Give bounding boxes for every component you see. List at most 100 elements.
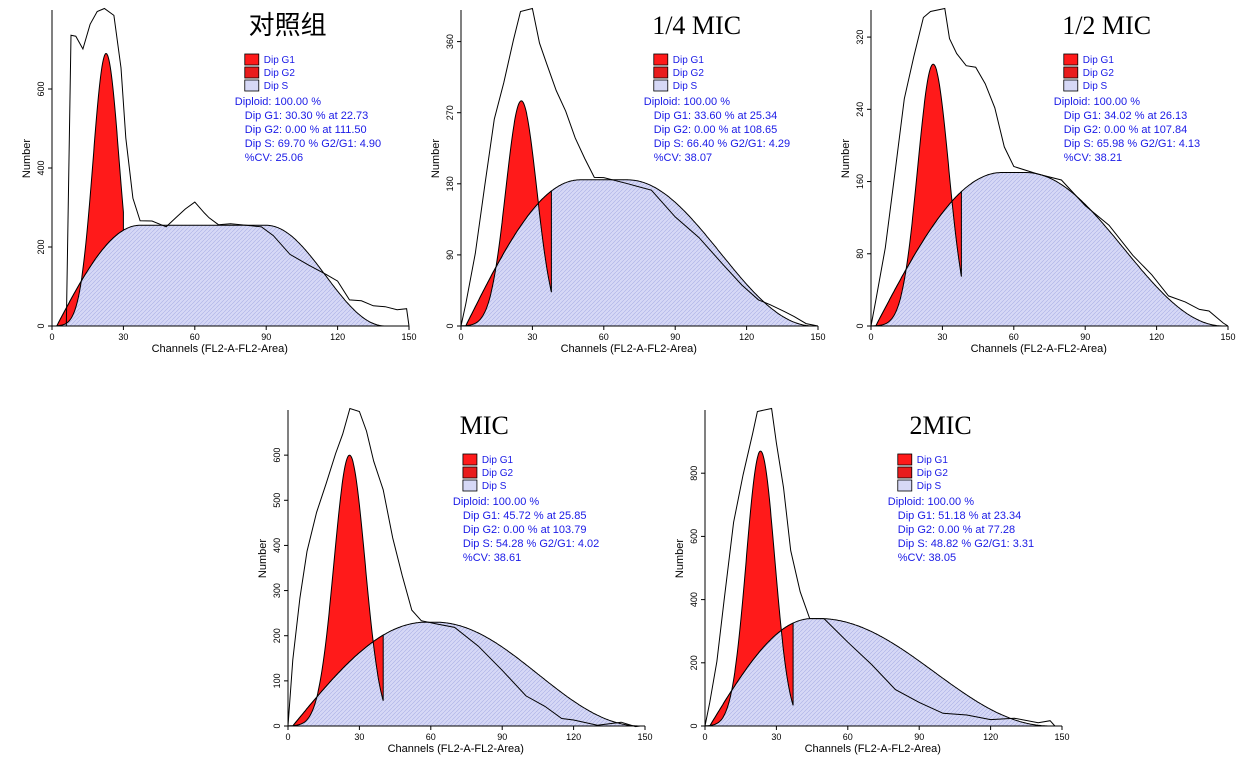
- legend-label: Dip G2: [917, 468, 949, 479]
- x-tick-label: 120: [330, 332, 345, 342]
- stat-line: %CV: 25.06: [245, 152, 303, 164]
- x-axis-label: Channels (FL2-A-FL2-Area): [388, 743, 524, 755]
- y-tick-label: 800: [689, 466, 699, 481]
- x-tick-label: 0: [702, 732, 707, 742]
- y-tick-label: 0: [689, 723, 699, 728]
- x-tick-label: 60: [599, 332, 609, 342]
- stat-line: Dip S: 69.70 % G2/G1: 4.90: [245, 138, 381, 150]
- y-tick-label: 80: [855, 249, 865, 259]
- y-tick-label: 300: [272, 583, 282, 598]
- stat-line: Dip G1: 33.60 % at 25.34: [654, 110, 778, 122]
- y-tick-label: 160: [855, 174, 865, 189]
- x-tick-label: 0: [49, 332, 54, 342]
- legend-label: Dip G2: [673, 68, 705, 79]
- y-tick-label: 320: [855, 30, 865, 45]
- x-tick-label: 90: [497, 732, 507, 742]
- stat-line: Diploid: 100.00 %: [453, 496, 539, 508]
- panel-title: 1/4 MIC: [652, 11, 741, 40]
- y-axis-label: Number: [430, 139, 442, 178]
- panel-title: 对照组: [249, 11, 327, 40]
- histogram-envelope: [287, 407, 641, 728]
- x-tick-label: 150: [1054, 732, 1069, 742]
- y-tick-label: 180: [445, 176, 455, 191]
- stat-line: Dip G2: 0.00 % at 77.28: [898, 524, 1015, 536]
- y-tick-label: 360: [445, 34, 455, 49]
- histogram-envelope: [870, 7, 1229, 327]
- x-tick-label: 120: [566, 732, 581, 742]
- x-tick-label: 90: [914, 732, 924, 742]
- x-tick-label: 0: [868, 332, 873, 342]
- x-axis-label: Channels (FL2-A-FL2-Area): [561, 343, 697, 355]
- stat-line: Diploid: 100.00 %: [235, 96, 321, 108]
- legend-swatch: [897, 479, 913, 492]
- x-tick-label: 30: [118, 332, 128, 342]
- legend-label: Dip G1: [1083, 55, 1115, 66]
- legend-swatch: [1063, 79, 1079, 92]
- y-tick-label: 600: [272, 448, 282, 463]
- x-tick-label: 30: [937, 332, 947, 342]
- dip-g1-area: [56, 52, 124, 327]
- y-axis-label: Number: [21, 139, 33, 178]
- legend-label: Dip G1: [917, 455, 949, 466]
- legend-label: Dip S: [1083, 81, 1108, 92]
- legend-label: Dip S: [673, 81, 698, 92]
- x-tick-label: 30: [527, 332, 537, 342]
- x-tick-label: 120: [739, 332, 754, 342]
- legend-label: Dip G2: [1083, 68, 1115, 79]
- stat-line: %CV: 38.05: [898, 552, 956, 564]
- legend-label: Dip S: [917, 481, 942, 492]
- legend-swatch: [244, 66, 260, 79]
- stat-line: Dip S: 48.82 % G2/G1: 3.31: [898, 538, 1034, 550]
- legend-swatch: [653, 66, 669, 79]
- stat-line: Dip S: 54.28 % G2/G1: 4.02: [463, 538, 599, 550]
- stat-line: Dip G1: 30.30 % at 22.73: [245, 110, 369, 122]
- stat-line: %CV: 38.61: [463, 552, 521, 564]
- legend-swatch: [897, 466, 913, 479]
- x-tick-label: 60: [190, 332, 200, 342]
- panel-title: 1/2 MIC: [1062, 11, 1151, 40]
- stat-line: Dip G1: 45.72 % at 25.85: [463, 510, 587, 522]
- x-tick-label: 90: [261, 332, 271, 342]
- x-tick-label: 150: [637, 732, 652, 742]
- y-tick-label: 90: [445, 250, 455, 260]
- x-tick-label: 60: [426, 732, 436, 742]
- x-tick-label: 60: [843, 732, 853, 742]
- legend-swatch: [897, 453, 913, 466]
- stat-line: Dip G2: 0.00 % at 108.65: [654, 124, 778, 136]
- legend-label: Dip G1: [482, 455, 514, 466]
- x-tick-label: 120: [1149, 332, 1164, 342]
- x-tick-label: 60: [1009, 332, 1019, 342]
- y-tick-label: 0: [36, 323, 46, 328]
- x-tick-label: 150: [1220, 332, 1235, 342]
- stat-line: Dip G1: 34.02 % at 26.13: [1064, 110, 1188, 122]
- histogram-envelope: [704, 407, 1056, 727]
- y-tick-label: 100: [272, 673, 282, 688]
- y-tick-label: 600: [689, 529, 699, 544]
- x-tick-label: 90: [1080, 332, 1090, 342]
- y-tick-label: 0: [855, 323, 865, 328]
- y-tick-label: 200: [36, 239, 46, 254]
- stat-line: Dip G2: 0.00 % at 111.50: [245, 124, 367, 136]
- stat-line: Dip S: 66.40 % G2/G1: 4.29: [654, 138, 790, 150]
- y-tick-label: 0: [445, 323, 455, 328]
- legend-label: Dip S: [264, 81, 289, 92]
- panel-title: MIC: [460, 411, 509, 440]
- y-tick-label: 400: [689, 592, 699, 607]
- panel-0: 0 30 60 90 120 150 0 200 400 600 Channels (FL2-A-F…: [21, 7, 417, 355]
- x-tick-label: 90: [670, 332, 680, 342]
- dip-g1-area: [870, 63, 962, 327]
- stat-line: Dip G1: 51.18 % at 23.34: [898, 510, 1022, 522]
- x-tick-label: 120: [983, 732, 998, 742]
- y-axis-label: Number: [674, 539, 686, 578]
- legend-swatch: [1063, 53, 1079, 66]
- legend-label: Dip G1: [264, 55, 296, 66]
- panel-2: 0 30 60 90 120 150 0 80 160 240 320 Channels (FL2-A…: [840, 7, 1236, 355]
- dip-g1-area: [287, 454, 384, 727]
- legend-swatch: [1063, 66, 1079, 79]
- y-tick-label: 600: [36, 81, 46, 96]
- panel-3: 0 30 60 90 120 150 0 100 200 300 400 500 600 Channels…: [257, 407, 653, 755]
- stat-line: Diploid: 100.00 %: [888, 496, 974, 508]
- stat-line: Diploid: 100.00 %: [1054, 96, 1140, 108]
- panel-4: 0 30 60 90 120 150 0 200 400 600 800 Channels (FL2-…: [674, 407, 1070, 755]
